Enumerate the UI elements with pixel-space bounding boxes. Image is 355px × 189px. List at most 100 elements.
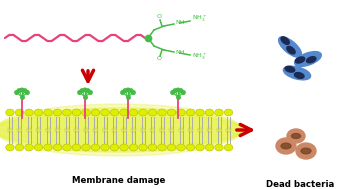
Ellipse shape: [7, 128, 12, 132]
Ellipse shape: [148, 144, 157, 151]
Circle shape: [126, 88, 130, 92]
Ellipse shape: [101, 109, 109, 116]
Ellipse shape: [167, 144, 176, 151]
Circle shape: [171, 91, 174, 94]
Ellipse shape: [6, 144, 14, 151]
Ellipse shape: [177, 109, 185, 116]
Ellipse shape: [129, 144, 138, 151]
Ellipse shape: [103, 128, 108, 132]
Ellipse shape: [131, 128, 136, 132]
Circle shape: [181, 91, 185, 94]
Ellipse shape: [307, 57, 316, 63]
Ellipse shape: [196, 144, 204, 151]
Ellipse shape: [0, 104, 242, 156]
Ellipse shape: [141, 128, 146, 132]
Ellipse shape: [139, 144, 147, 151]
Ellipse shape: [72, 109, 81, 116]
Ellipse shape: [15, 144, 24, 151]
Ellipse shape: [301, 148, 311, 154]
Ellipse shape: [129, 109, 138, 116]
Ellipse shape: [65, 128, 70, 132]
Circle shape: [179, 89, 183, 92]
Ellipse shape: [45, 128, 50, 132]
Ellipse shape: [27, 128, 32, 132]
Ellipse shape: [110, 109, 119, 116]
Ellipse shape: [74, 128, 79, 132]
Ellipse shape: [207, 128, 212, 132]
Ellipse shape: [139, 109, 147, 116]
Ellipse shape: [167, 109, 176, 116]
Ellipse shape: [179, 128, 184, 132]
Ellipse shape: [91, 109, 100, 116]
Ellipse shape: [63, 109, 71, 116]
Ellipse shape: [186, 144, 195, 151]
Ellipse shape: [186, 109, 195, 116]
Ellipse shape: [296, 143, 316, 159]
Ellipse shape: [158, 144, 166, 151]
Ellipse shape: [121, 128, 126, 132]
Ellipse shape: [101, 144, 109, 151]
Ellipse shape: [177, 144, 185, 151]
Ellipse shape: [110, 144, 119, 151]
Ellipse shape: [15, 109, 24, 116]
Text: $\mathregular{NH_3^+}$: $\mathregular{NH_3^+}$: [192, 14, 207, 24]
Ellipse shape: [34, 144, 43, 151]
Ellipse shape: [53, 109, 62, 116]
Ellipse shape: [148, 109, 157, 116]
Ellipse shape: [294, 73, 304, 78]
Ellipse shape: [93, 128, 98, 132]
Circle shape: [80, 89, 84, 92]
Text: O: O: [157, 15, 162, 19]
Ellipse shape: [217, 128, 222, 132]
Ellipse shape: [279, 37, 301, 57]
Circle shape: [17, 89, 21, 92]
Ellipse shape: [36, 128, 41, 132]
Ellipse shape: [283, 66, 311, 80]
Ellipse shape: [91, 144, 100, 151]
Ellipse shape: [0, 108, 242, 152]
Ellipse shape: [83, 128, 88, 132]
Circle shape: [20, 88, 24, 92]
Ellipse shape: [287, 129, 305, 143]
Ellipse shape: [25, 109, 33, 116]
Ellipse shape: [63, 144, 71, 151]
Text: Membrane damage: Membrane damage: [72, 176, 165, 185]
Ellipse shape: [55, 128, 60, 132]
Ellipse shape: [34, 109, 43, 116]
Circle shape: [121, 91, 125, 94]
Circle shape: [86, 89, 90, 92]
Ellipse shape: [295, 57, 305, 63]
Text: Dead bacteria: Dead bacteria: [266, 180, 334, 189]
Ellipse shape: [150, 128, 155, 132]
Ellipse shape: [158, 109, 166, 116]
Text: $\mathregular{NH_3^+}$: $\mathregular{NH_3^+}$: [192, 52, 207, 62]
Circle shape: [132, 91, 135, 94]
Circle shape: [173, 89, 177, 92]
Ellipse shape: [188, 128, 193, 132]
Ellipse shape: [276, 138, 296, 154]
Ellipse shape: [197, 128, 203, 132]
Ellipse shape: [53, 144, 62, 151]
Circle shape: [26, 91, 29, 94]
Ellipse shape: [6, 109, 14, 116]
Text: NH: NH: [175, 20, 185, 26]
Ellipse shape: [215, 144, 223, 151]
Ellipse shape: [281, 37, 289, 44]
Ellipse shape: [295, 52, 321, 66]
Ellipse shape: [82, 109, 90, 116]
Ellipse shape: [44, 109, 52, 116]
Ellipse shape: [17, 128, 22, 132]
Ellipse shape: [120, 144, 128, 151]
Ellipse shape: [215, 109, 223, 116]
Circle shape: [23, 89, 27, 92]
Text: O: O: [157, 57, 162, 61]
Ellipse shape: [0, 112, 242, 148]
Ellipse shape: [224, 144, 233, 151]
Circle shape: [88, 91, 92, 94]
Ellipse shape: [25, 144, 33, 151]
Ellipse shape: [285, 66, 295, 72]
Ellipse shape: [287, 46, 295, 54]
Ellipse shape: [112, 128, 117, 132]
Ellipse shape: [281, 143, 291, 149]
Circle shape: [83, 88, 87, 92]
